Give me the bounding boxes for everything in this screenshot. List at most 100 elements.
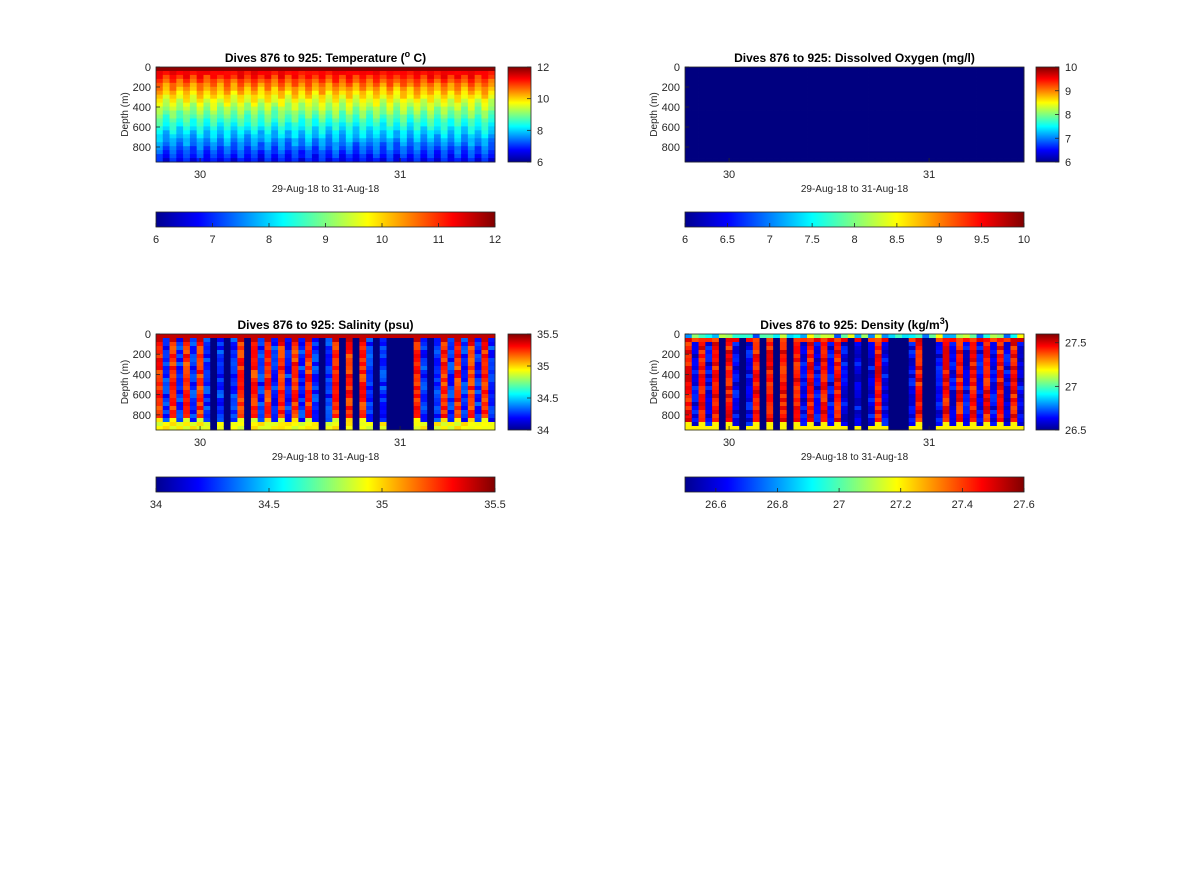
heatmap-cell [162, 90, 170, 96]
heatmap-cell [874, 126, 883, 131]
heatmap-cell [786, 382, 794, 387]
heatmap-cell [847, 370, 855, 375]
heatmap-cell [712, 334, 720, 339]
heatmap-cell [868, 114, 876, 119]
heatmap-cell [257, 142, 265, 147]
heatmap-cell [203, 142, 211, 147]
heatmap-cell [732, 154, 740, 159]
heatmap-cell [345, 86, 354, 92]
heatmap-cell [935, 386, 944, 391]
heatmap-cell [956, 354, 964, 359]
heatmap-cell [386, 426, 394, 431]
heatmap-cell [488, 350, 496, 355]
heatmap-cell [400, 358, 408, 363]
heatmap-cell [942, 362, 950, 367]
heatmap-cell [406, 98, 415, 104]
heatmap-cell [935, 114, 944, 119]
heatmap-cell [766, 402, 774, 407]
heatmap-cell [264, 146, 272, 151]
heatmap-cell [861, 158, 869, 163]
heatmap-cell [779, 426, 788, 431]
heatmap-cell [766, 102, 774, 107]
heatmap-cell [481, 106, 489, 111]
heatmap-cell [189, 158, 198, 163]
heatmap-cell [800, 94, 808, 100]
heatmap-cell [298, 398, 306, 403]
heatmap-cell [996, 410, 1005, 415]
heatmap-cell [162, 146, 170, 151]
heatmap-cell [746, 130, 754, 135]
heatmap-cell [352, 362, 360, 367]
heatmap-cell [176, 334, 184, 339]
heatmap-cell [807, 98, 815, 104]
heatmap-cell [447, 78, 455, 84]
heatmap-cell [318, 118, 326, 123]
heatmap-cell [840, 410, 849, 415]
heatmap-cell [1010, 94, 1018, 100]
heatmap-cell [311, 102, 320, 107]
heatmap-cell [332, 114, 340, 119]
heatmap-cell [854, 67, 862, 72]
heatmap-cell [800, 130, 808, 135]
heatmap-cell [685, 350, 693, 355]
heatmap-cell [1010, 110, 1018, 115]
heatmap-cell [386, 70, 394, 76]
heatmap-cell [929, 378, 937, 383]
heatmap-cell [766, 122, 774, 127]
heatmap-cell [278, 346, 286, 351]
heatmap-cell [949, 334, 957, 339]
heatmap-cell [834, 426, 842, 431]
heatmap-cell [332, 74, 340, 80]
heatmap-cell [793, 338, 801, 343]
heatmap-cell [691, 146, 699, 151]
heatmap-cell [759, 350, 767, 355]
heatmap-cell [922, 398, 930, 403]
heatmap-cell [820, 90, 828, 96]
heatmap-cell [461, 374, 469, 379]
heatmap-cell [685, 154, 693, 159]
plot-frame [684, 333, 1025, 431]
heatmap-cell [929, 106, 937, 111]
heatmap-cell [318, 122, 326, 127]
heatmap-cell [874, 67, 883, 72]
heatmap-cell [840, 126, 849, 131]
heatmap-cell [847, 350, 855, 355]
heatmap-cell [820, 94, 828, 100]
heatmap-cell [223, 146, 231, 151]
heatmap-cell [332, 418, 340, 423]
heatmap-cell [400, 106, 408, 111]
heatmap-cell [311, 378, 320, 383]
heatmap-cell [176, 130, 184, 135]
heatmap-cell [325, 114, 333, 119]
heatmap-cell [691, 86, 699, 92]
heatmap-cell [766, 422, 774, 427]
heatmap-cell [305, 394, 313, 399]
heatmap-cell [413, 378, 421, 383]
heatmap-cell [257, 154, 265, 159]
heatmap-cell [739, 426, 747, 431]
heatmap-cell [908, 390, 916, 395]
heatmap-cell [840, 426, 849, 431]
heatmap-cell [732, 118, 740, 123]
heatmap-cell [881, 374, 889, 379]
heatmap-cell [834, 370, 842, 375]
heatmap-cell [183, 342, 191, 347]
heatmap-cell [949, 358, 957, 363]
heatmap-cell [983, 106, 991, 111]
heatmap-cell [779, 422, 788, 427]
heatmap-cell [393, 378, 401, 383]
heatmap-cell [739, 370, 747, 375]
heatmap-cell [881, 118, 889, 123]
heatmap-cell [291, 386, 299, 391]
heatmap-cell [908, 142, 916, 147]
heatmap-cell [311, 146, 320, 151]
heatmap-cell [840, 402, 849, 407]
heatmap-cell [901, 150, 910, 155]
heatmap-cell [881, 338, 889, 343]
heatmap-cell [311, 150, 320, 155]
heatmap-cell [949, 158, 957, 163]
heatmap-cell [908, 154, 916, 159]
heatmap-cell [467, 134, 476, 139]
heatmap-cell [352, 94, 360, 100]
heatmap-cell [359, 390, 367, 395]
